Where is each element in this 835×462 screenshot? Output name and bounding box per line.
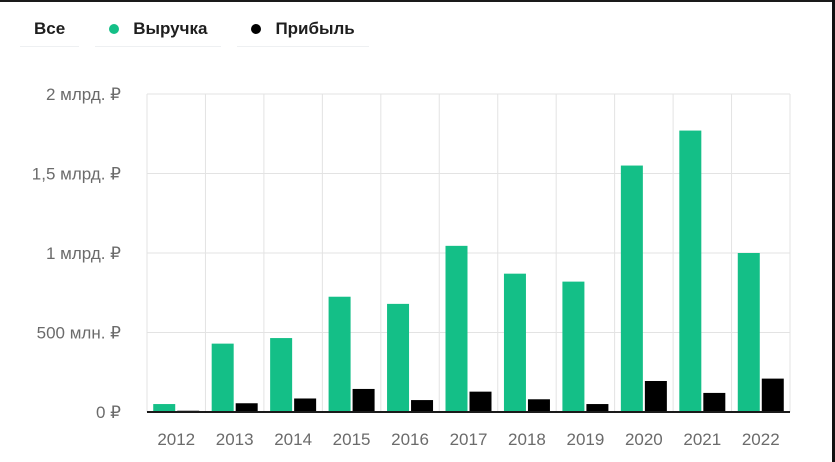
legend-revenue-label: Выручка <box>133 18 208 38</box>
profit-bar-2018 <box>527 399 550 412</box>
revenue-bar-2020 <box>620 165 643 412</box>
profit-bar-2015 <box>352 388 375 412</box>
revenue-bar-2016 <box>387 303 410 412</box>
x-tick-label: 2012 <box>157 430 195 449</box>
legend-all-label: Все <box>34 18 66 38</box>
legend-profit-toggle[interactable]: Прибыль <box>237 12 369 47</box>
x-tick-label: 2013 <box>216 430 254 449</box>
profit-bar-2016 <box>411 400 434 412</box>
revenue-bar-2018 <box>503 273 526 412</box>
x-tick-label: 2016 <box>391 430 429 449</box>
legend-all-toggle[interactable]: Все <box>20 12 80 47</box>
x-tick-label: 2015 <box>333 430 371 449</box>
top-border <box>0 0 835 2</box>
profit-bar-2020 <box>644 380 667 412</box>
y-tick-label: 1,5 млрд. ₽ <box>32 165 121 184</box>
revenue-bar-2022 <box>737 253 760 412</box>
x-tick-label: 2021 <box>683 430 721 449</box>
x-tick-label: 2017 <box>450 430 488 449</box>
revenue-bar-2019 <box>562 281 585 412</box>
y-tick-label: 0 ₽ <box>96 403 121 422</box>
chart-legend: Все Выручка Прибыль <box>20 12 385 47</box>
profit-bar-2022 <box>761 378 784 412</box>
x-tick-label: 2020 <box>625 430 663 449</box>
profit-dot-icon <box>251 23 262 34</box>
profit-bar-2013 <box>235 403 258 412</box>
x-tick-label: 2018 <box>508 430 546 449</box>
y-tick-label: 500 млн. ₽ <box>37 324 122 343</box>
x-tick-label: 2022 <box>742 430 780 449</box>
y-tick-label: 1 млрд. ₽ <box>46 244 121 263</box>
profit-bar-2014 <box>294 398 317 412</box>
profit-bar-2017 <box>469 391 492 412</box>
revenue-bar-2013 <box>211 343 234 412</box>
profit-bar-2019 <box>586 404 609 412</box>
revenue-bar-2021 <box>679 130 702 412</box>
revenue-dot-icon <box>109 23 120 34</box>
x-tick-label: 2014 <box>274 430 312 449</box>
x-tick-label: 2019 <box>566 430 604 449</box>
y-tick-label: 2 млрд. ₽ <box>46 85 121 104</box>
right-border <box>832 0 835 462</box>
revenue-bar-2014 <box>270 338 293 412</box>
legend-revenue-toggle[interactable]: Выручка <box>95 12 222 47</box>
revenue-bar-2015 <box>328 296 351 412</box>
revenue-bar-2012 <box>153 404 176 412</box>
profit-bar-2021 <box>703 392 726 412</box>
revenue-bar-2017 <box>445 245 468 412</box>
legend-profit-label: Прибыль <box>275 18 355 38</box>
